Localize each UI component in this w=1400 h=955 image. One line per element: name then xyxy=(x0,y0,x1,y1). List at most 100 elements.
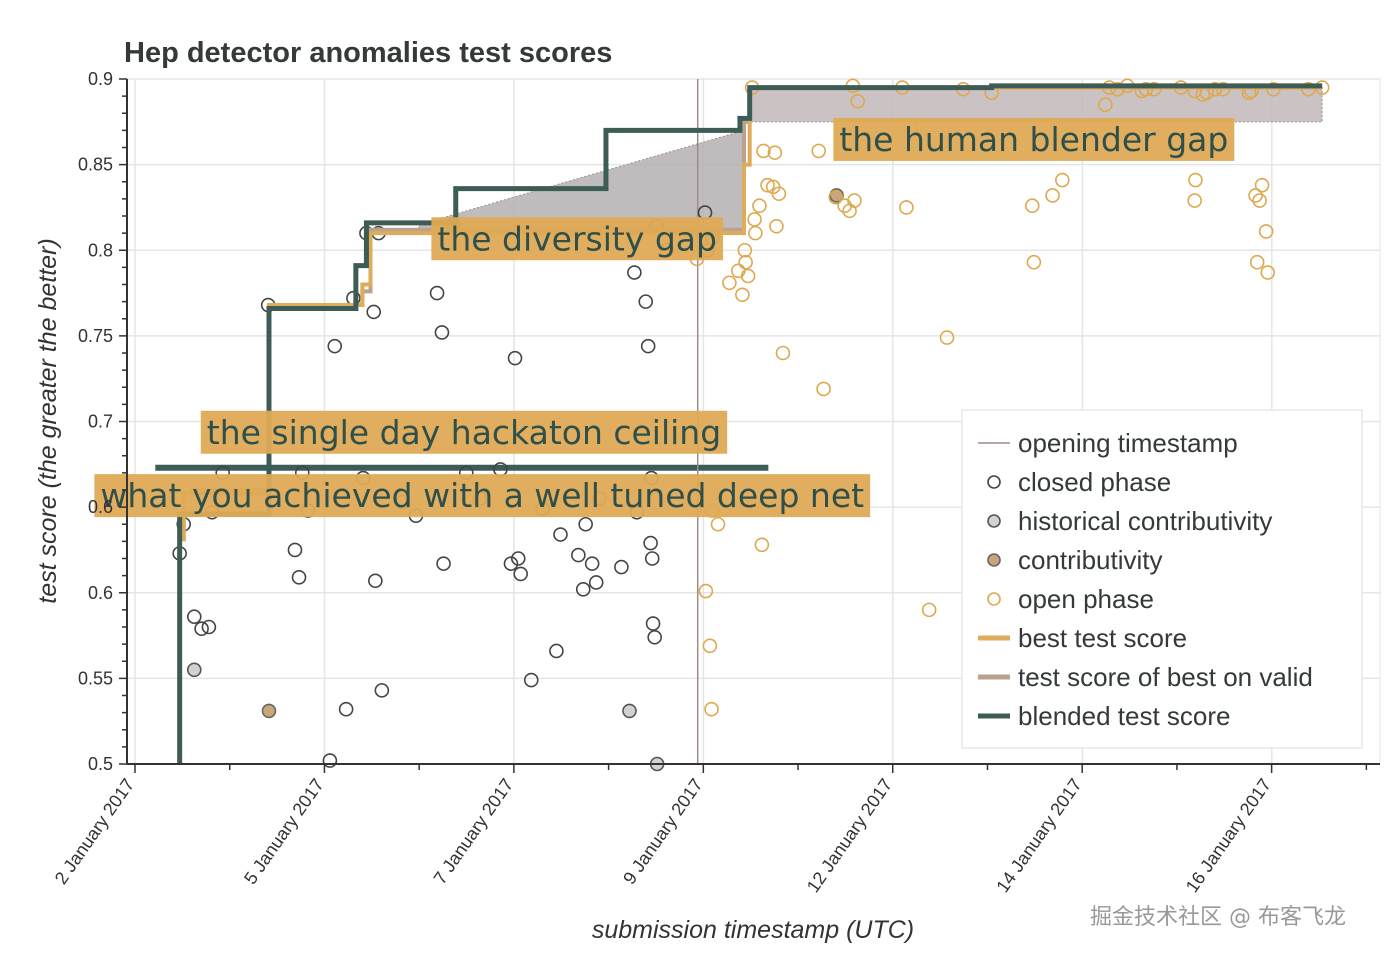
legend: opening timestamp closed phase historical … xyxy=(961,409,1363,749)
x-tick-label: 12 January 2017 xyxy=(803,775,896,896)
closed-phase-point xyxy=(614,559,629,575)
legend-label: best test score xyxy=(1018,623,1187,653)
legend-marker-icon xyxy=(987,553,1001,567)
open-phase-point xyxy=(735,287,750,303)
annotation-4: what you achieved with a well tuned deep… xyxy=(94,474,871,518)
historical-contributivity-point xyxy=(186,662,202,678)
open-phase-point xyxy=(811,143,827,159)
legend-item: open phase xyxy=(987,584,1154,614)
open-phase-point xyxy=(740,268,756,284)
closed-phase-point xyxy=(201,619,217,635)
closed-phase-point xyxy=(553,527,568,542)
x-tick-label: 7 January 2017 xyxy=(430,775,518,888)
closed-phase-point xyxy=(571,547,586,563)
open-phase-point xyxy=(754,537,770,553)
open-phase-point xyxy=(1248,188,1263,203)
legend-item: test score of best on valid xyxy=(978,662,1313,692)
legend-item: contributivity xyxy=(987,545,1163,575)
closed-phase-point xyxy=(584,556,600,571)
closed-phase-point xyxy=(578,516,593,532)
open-phase-point xyxy=(1254,177,1270,193)
open-phase-point xyxy=(899,200,914,215)
closed-phase-point xyxy=(638,294,654,309)
closed-phase-point xyxy=(186,609,202,625)
open-phase-point xyxy=(921,602,937,618)
open-phase-point xyxy=(1260,265,1276,280)
watermark: 掘金技术社区 @ 布客飞龙 xyxy=(1090,905,1346,930)
closed-phase-point xyxy=(194,621,209,637)
chart-title: Hep detector anomalies test scores xyxy=(124,37,612,69)
scatter-points xyxy=(172,78,1330,772)
closed-phase-point xyxy=(291,570,307,585)
open-phase-point xyxy=(1252,193,1267,208)
open-phase-point xyxy=(1055,172,1070,188)
y-tick-label: 0.55 xyxy=(78,668,113,688)
annotation-2: the diversity gap xyxy=(431,217,723,261)
closed-phase-point xyxy=(523,672,539,688)
y-tick-label: 0.6 xyxy=(88,497,113,517)
open-phase-point xyxy=(816,381,831,397)
y-tick-label: 0.5 xyxy=(88,754,113,774)
open-phase-point xyxy=(704,701,719,717)
y-tick-label: 0.8 xyxy=(88,240,113,260)
closed-phase-point xyxy=(338,701,354,717)
open-phase-point xyxy=(1026,254,1042,270)
closed-phase-point xyxy=(588,575,604,590)
annotation-box xyxy=(200,410,728,454)
y-tick-label: 0.9 xyxy=(88,69,113,89)
y-tick-label: 0.75 xyxy=(78,326,113,346)
x-tick-label: 5 January 2017 xyxy=(240,775,328,888)
closed-phase-point xyxy=(549,643,564,659)
legend-box xyxy=(961,409,1363,749)
annotation-text: the human blender gap xyxy=(839,120,1228,159)
open-phase-point xyxy=(752,198,767,214)
annotations: the human blender gap the diversity gap th… xyxy=(94,117,1235,518)
legend-label: historical contributivity xyxy=(1018,506,1272,536)
closed-phase-point xyxy=(647,629,662,645)
closed-phase-point xyxy=(327,338,343,354)
y-axis-label: test score (the greater the better) xyxy=(34,238,62,603)
open-phase-point xyxy=(738,254,753,270)
closed-phase-point xyxy=(697,205,713,220)
legend-item: best test score xyxy=(978,623,1187,653)
closed-phase-point xyxy=(287,542,303,558)
closed-phase-point xyxy=(368,573,383,589)
closed-phase-point xyxy=(434,325,450,340)
x-axis-label: submission timestamp (UTC) xyxy=(592,916,914,944)
historical-contributivity-point xyxy=(622,703,637,719)
y-tick-label: 0.6 xyxy=(88,583,113,603)
legend-label: test score of best on valid xyxy=(1018,662,1313,692)
contributivity-point xyxy=(261,703,277,719)
legend-item: closed phase xyxy=(987,467,1171,497)
annotation-1: the human blender gap xyxy=(833,117,1235,161)
closed-phase-point xyxy=(627,265,642,280)
open-phase-point xyxy=(748,225,763,241)
legend-label: contributivity xyxy=(1018,545,1163,575)
x-tick-label: 9 January 2017 xyxy=(619,775,707,888)
closed-phase-point xyxy=(513,566,529,582)
open-phase-point xyxy=(1258,224,1274,239)
x-tick-label: 14 January 2017 xyxy=(992,775,1085,896)
x-tick-label: 2 January 2017 xyxy=(51,775,139,888)
annotation-3: the single day hackaton ceiling xyxy=(200,410,728,454)
open-phase-point xyxy=(767,145,783,160)
closed-phase-point xyxy=(640,338,656,354)
closed-phase-point xyxy=(643,535,658,551)
open-phase-point xyxy=(756,143,771,159)
legend-label: blended test score xyxy=(1018,701,1230,731)
legend-marker-icon xyxy=(987,592,1001,606)
open-phase-point xyxy=(1187,193,1202,208)
legend-marker-icon xyxy=(987,475,1001,489)
annotation-text: the diversity gap xyxy=(437,219,717,258)
closed-phase-point xyxy=(429,285,445,301)
closed-phase-point xyxy=(645,616,661,631)
open-phase-point xyxy=(939,330,955,345)
closed-phase-point xyxy=(366,304,382,320)
legend-label: open phase xyxy=(1018,584,1154,614)
closed-phase-point xyxy=(503,556,519,571)
open-phase-point xyxy=(737,242,753,258)
legend-label: opening timestamp xyxy=(1018,428,1238,458)
blended-test-score-line xyxy=(177,83,1323,764)
legend-label: closed phase xyxy=(1018,467,1171,497)
